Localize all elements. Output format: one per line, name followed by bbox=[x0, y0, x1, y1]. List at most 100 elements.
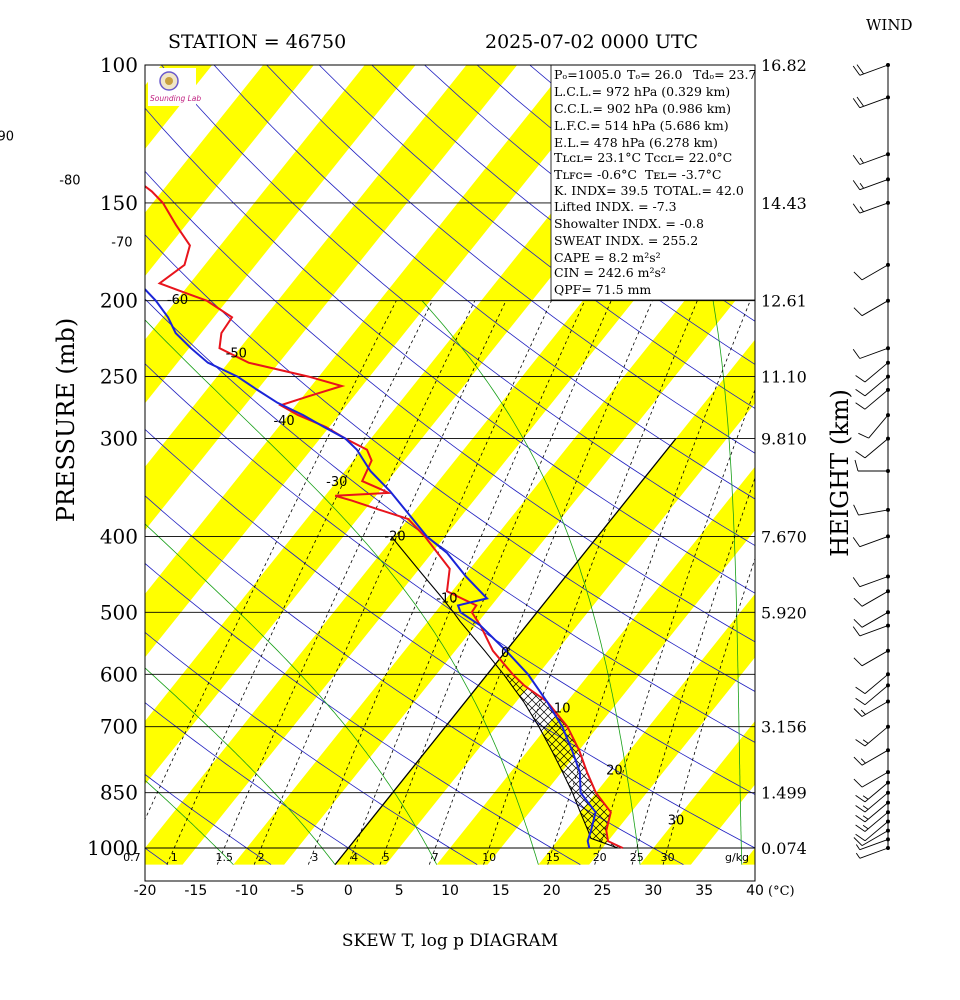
mixing-ratio-label: 20 bbox=[593, 851, 607, 864]
dewpoint-profile bbox=[145, 287, 597, 849]
el-value: E.L.= 478 hPa (6.278 km) bbox=[554, 135, 718, 150]
isotherm-label: -70 bbox=[111, 235, 132, 250]
isotherm-band bbox=[145, 65, 314, 277]
moist-adiabat bbox=[145, 779, 234, 865]
height-tick: 16.82 bbox=[761, 56, 807, 75]
isotherm-label: -40 bbox=[273, 414, 294, 429]
stability-indices-panel: Pₒ=1005.0 Tₒ= 26.0 Tdₒ= 23.7 L.C.L.= 972… bbox=[550, 64, 756, 301]
qpf-value: QPF= 71.5 mm bbox=[554, 282, 651, 297]
pressure-tick: 600 bbox=[100, 662, 138, 686]
pressure-tick: 300 bbox=[100, 427, 138, 451]
wind-barb bbox=[855, 362, 889, 383]
isotherm-label: -60 bbox=[167, 293, 188, 308]
cape-value: CAPE = 8.2 m²s² bbox=[554, 250, 661, 265]
mixing-ratio-label: 25 bbox=[630, 851, 644, 864]
mixing-ratio-unit: g/kg bbox=[725, 851, 749, 864]
isotherm-band bbox=[741, 847, 755, 865]
wind-barb bbox=[855, 673, 889, 694]
mixing-ratio-label: 7 bbox=[432, 851, 439, 864]
pressure-tick: 1000 bbox=[87, 836, 138, 860]
t-ccl-value: Tᴄᴄʟ= 22.0°C bbox=[645, 150, 732, 165]
ccl-value: C.C.L.= 902 hPa (0.986 km) bbox=[554, 101, 731, 116]
isotherm-label: 30 bbox=[668, 814, 685, 829]
isotherm-band bbox=[145, 65, 518, 531]
height-tick: 12.61 bbox=[761, 292, 807, 311]
dry-adiabat bbox=[145, 631, 478, 865]
surface-pressure: Pₒ=1005.0 bbox=[554, 67, 621, 82]
isotherm-label: 0 bbox=[501, 646, 509, 661]
logo-text: Sounding Lab bbox=[150, 94, 201, 103]
wind-profile bbox=[852, 63, 890, 859]
mixing-ratio-line bbox=[253, 300, 507, 865]
mixing-ratio-label: 30 bbox=[661, 851, 675, 864]
temperature-tick: 40 bbox=[746, 883, 764, 899]
moist-adiabat bbox=[145, 667, 336, 865]
wind-barb bbox=[855, 685, 889, 706]
height-tick: 3.156 bbox=[761, 718, 807, 737]
height-axis-label: HEIGHT (km) bbox=[826, 389, 854, 557]
dry-adiabat bbox=[266, 65, 755, 454]
dry-adiabat bbox=[145, 702, 375, 865]
plot-frame bbox=[144, 64, 756, 882]
wind-label: WIND bbox=[866, 16, 913, 34]
dry-adiabat bbox=[213, 65, 755, 500]
pressure-tick: 150 bbox=[100, 191, 138, 215]
wind-barb bbox=[852, 64, 889, 76]
mixing-ratio-label: 1.5 bbox=[216, 851, 234, 864]
wind-barb bbox=[853, 504, 889, 516]
mixing-ratio-line bbox=[547, 300, 751, 865]
cape-area bbox=[503, 674, 623, 848]
mixing-ratio-labels: 0.7 1 1.5 2 3 4 5 7 10 15 20 25 30 g/kg bbox=[123, 851, 749, 864]
wind-barb bbox=[858, 414, 889, 439]
wind-barb bbox=[853, 650, 889, 667]
temperature-tick: -10 bbox=[235, 883, 258, 899]
lcl-value: L.C.L.= 972 hPa (0.329 km) bbox=[554, 84, 730, 99]
height-tick: 7.670 bbox=[761, 527, 807, 546]
temperature-tick: 15 bbox=[492, 883, 510, 899]
wind-barb bbox=[855, 838, 889, 851]
temperature-tick: 10 bbox=[441, 883, 459, 899]
total-index-value: TOTAL.= 42.0 bbox=[654, 183, 744, 198]
mixing-ratio-label: 15 bbox=[546, 851, 560, 864]
temperature-tick: 0 bbox=[344, 883, 353, 899]
wind-barb bbox=[852, 625, 889, 637]
moist-adiabat bbox=[145, 319, 539, 865]
pressure-axis-label: PRESSURE (mb) bbox=[52, 318, 80, 523]
dry-adiabat bbox=[145, 363, 755, 795]
wind-barb bbox=[855, 782, 889, 803]
mixing-ratio-label: 3 bbox=[311, 851, 318, 864]
diagram-title: SKEW T, log p DIAGRAM bbox=[342, 931, 558, 951]
wind-barb bbox=[853, 830, 889, 846]
isotherm-label: -50 bbox=[226, 347, 247, 362]
isotherm-band bbox=[145, 65, 416, 404]
pressure-tick: 500 bbox=[100, 600, 138, 624]
wind-barb bbox=[854, 459, 888, 472]
moist-adiabat bbox=[421, 300, 641, 865]
cape-hatch bbox=[503, 674, 623, 848]
dry-adiabat bbox=[145, 298, 755, 743]
isotherm-band bbox=[233, 212, 755, 865]
mixing-ratio-label: 5 bbox=[383, 851, 390, 864]
wind-barb bbox=[855, 792, 889, 813]
temperature-tick-labels: -20 -15 -10 -5 0 5 10 15 20 25 30 35 40 bbox=[134, 883, 764, 899]
surface-dewpoint: Tdₒ= 23.7 bbox=[693, 67, 756, 82]
surface-temperature: Tₒ= 26.0 bbox=[627, 67, 682, 82]
mixing-ratio-line bbox=[594, 388, 755, 865]
logo: Sounding Lab bbox=[148, 68, 201, 106]
temperature-tick: -5 bbox=[291, 883, 305, 899]
mixing-ratio-label: 1 bbox=[171, 851, 178, 864]
isotherm-label: 10 bbox=[554, 702, 571, 717]
moist-adiabat bbox=[145, 523, 438, 865]
height-tick-labels: 16.82 14.43 12.61 11.10 9.810 7.670 5.920 3.156… bbox=[761, 56, 807, 858]
wind-barb bbox=[852, 535, 889, 548]
temperature-tick: 5 bbox=[395, 883, 404, 899]
mixing-ratio-label: 2 bbox=[258, 851, 265, 864]
mixing-ratio-line bbox=[483, 300, 698, 865]
t-lfc-value: Tʟꜰᴄ= -0.6°C bbox=[554, 167, 637, 182]
station-label: STATION = 46750 bbox=[168, 31, 346, 53]
moist-adiabats bbox=[145, 300, 743, 865]
wind-barb bbox=[855, 726, 889, 747]
dry-adiabat bbox=[160, 65, 755, 547]
wind-barb bbox=[855, 438, 889, 459]
